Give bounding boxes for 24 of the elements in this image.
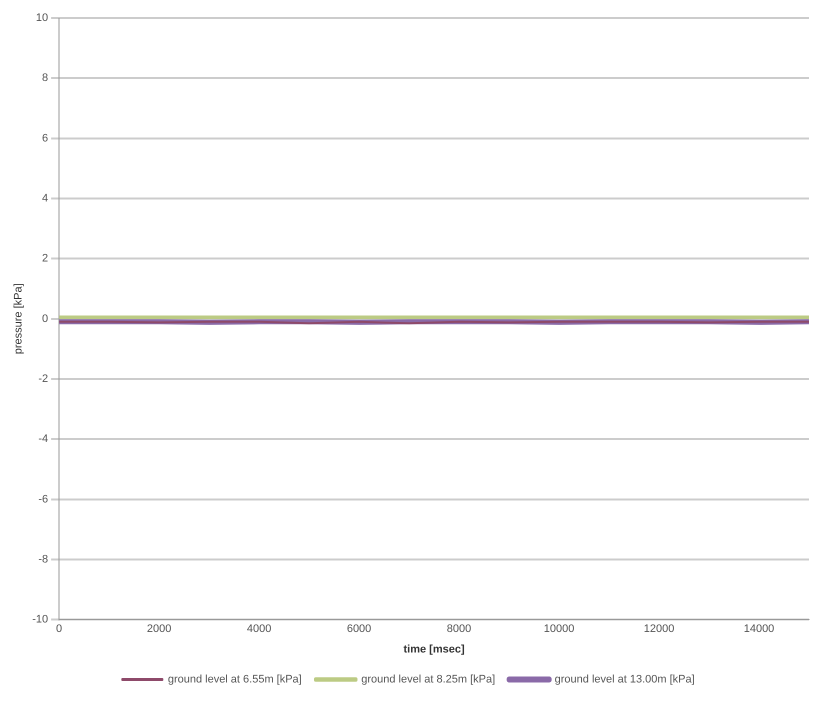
x-tick-label: 8000	[446, 623, 472, 636]
x-tick-label: 2000	[146, 623, 172, 636]
x-tick-label: 0	[56, 623, 62, 636]
y-tick-label: 0	[42, 312, 48, 325]
legend-label: ground level at 8.25m [kPa]	[361, 674, 496, 686]
legend-label: ground level at 6.55m [kPa]	[168, 674, 302, 686]
y-tick-label: -6	[38, 493, 48, 506]
x-tick-label: 4000	[246, 623, 272, 636]
y-tick-label: -2	[38, 372, 48, 385]
y-tick-label: 2	[42, 252, 48, 265]
y-tick-label: 6	[42, 132, 48, 144]
y-tick-label: 4	[42, 192, 48, 205]
y-tick-label: -4	[38, 433, 48, 446]
legend-label: ground level at 13.00m [kPa]	[554, 674, 695, 686]
x-tick-label: 10000	[544, 623, 574, 636]
y-axis-title: pressure [kPa]	[12, 283, 25, 354]
y-tick-label: -8	[38, 553, 48, 566]
x-tick-label: 6000	[346, 623, 372, 636]
y-tick-label: 8	[42, 72, 48, 84]
y-tick-label: -10	[32, 614, 48, 626]
x-axis-title: time [msec]	[403, 643, 465, 656]
x-tick-label: 12000	[644, 623, 674, 636]
y-tick-label: 10	[36, 12, 48, 24]
x-tick-label: 14000	[744, 623, 774, 636]
